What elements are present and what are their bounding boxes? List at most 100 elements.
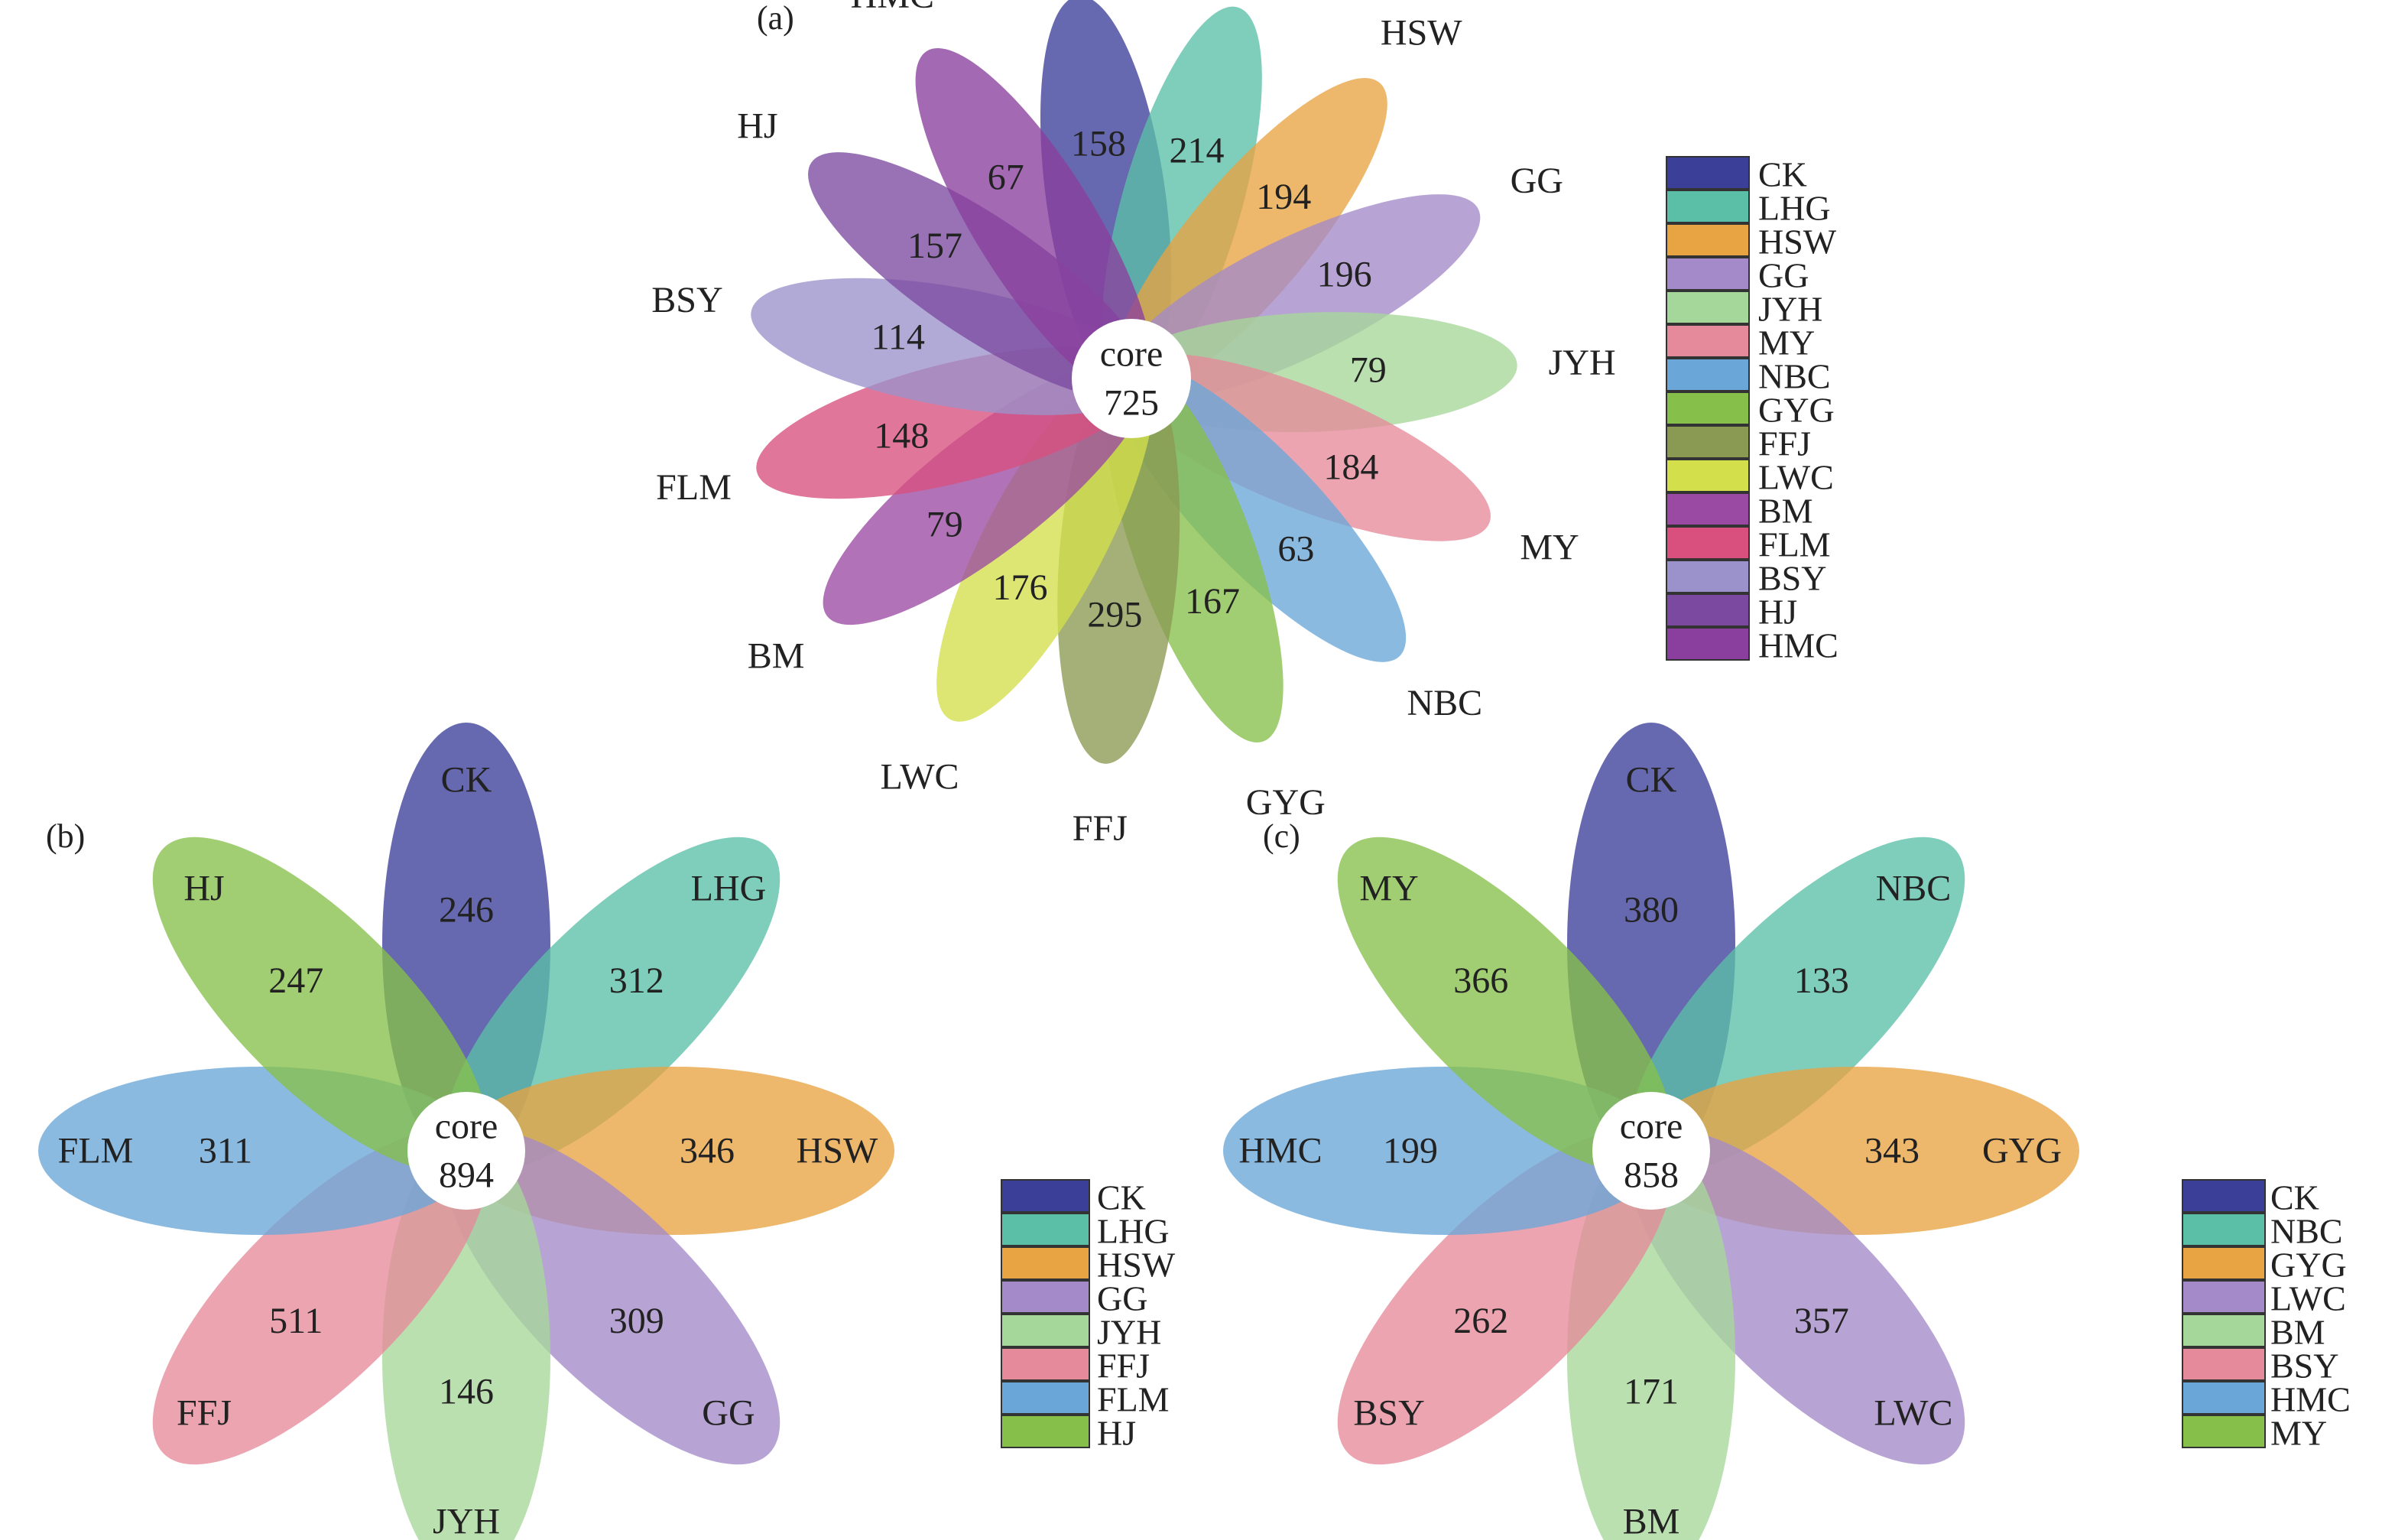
legend-swatch-lwc [1666, 459, 1750, 492]
legend-label-jyh: JYH [1097, 1313, 1161, 1352]
petal-value-bsy: 114 [871, 317, 925, 358]
petal-hmc [915, 47, 1154, 398]
legend-label-hj: HJ [1097, 1414, 1136, 1453]
core-label: core [1100, 334, 1163, 375]
legend-swatch-hsw [1666, 223, 1750, 257]
legend-label-gyg: GYG [2270, 1246, 2347, 1285]
legend-label-bsy: BSY [1758, 559, 1826, 598]
petal-label-my: MY [1359, 869, 1418, 909]
legend-swatch-ck [1001, 1179, 1090, 1213]
petal-value-hsw: 346 [680, 1131, 735, 1171]
petal-label-my: MY [1520, 528, 1579, 568]
petal-value-hsw: 194 [1256, 177, 1311, 217]
petal-value-gyg: 167 [1185, 581, 1240, 622]
legend-label-nbc: NBC [1758, 357, 1831, 396]
petal-value-hmc: 67 [988, 158, 1024, 198]
panel-label: (c) [1263, 817, 1300, 855]
petal-value-bm: 79 [927, 504, 963, 544]
petal-label-ffj: FFJ [1073, 808, 1128, 849]
legend-swatch-hj [1001, 1415, 1090, 1448]
petal-value-my: 366 [1453, 960, 1508, 1001]
petal-value-ck: 158 [1071, 124, 1126, 164]
petal-value-gg: 309 [609, 1301, 664, 1341]
legend-label-flm: FLM [1097, 1380, 1170, 1419]
petal-label-gyg: GYG [1246, 782, 1326, 823]
legend-swatch-nbc [1666, 358, 1750, 391]
legend-label-jyh: JYH [1758, 290, 1822, 329]
legend-label-hsw: HSW [1758, 223, 1837, 262]
legend-swatch-jyh [1001, 1314, 1090, 1347]
petal-my [1337, 837, 1673, 1173]
petal-label-hsw: HSW [1381, 13, 1462, 54]
legend-swatch-gg [1001, 1280, 1090, 1314]
petal-label-lhg: LHG [691, 869, 767, 909]
legend-swatch-bsy [1666, 560, 1750, 593]
petal-value-flm: 311 [199, 1131, 252, 1171]
legend-label-gg: GG [1758, 256, 1809, 295]
legend-label-ffj: FFJ [1097, 1347, 1150, 1386]
legend-swatch-gg [1666, 257, 1750, 291]
petal-value-gg: 196 [1317, 255, 1372, 295]
legend-label-my: MY [2270, 1414, 2327, 1453]
legend-swatch-flm [1666, 526, 1750, 560]
petal-value-ffj: 511 [269, 1301, 323, 1341]
petal-label-ffj: FFJ [177, 1392, 232, 1433]
petal-label-lwc: LWC [1874, 1392, 1952, 1433]
petal-label-hmc: HMC [1238, 1131, 1322, 1171]
petal-value-lwc: 357 [1794, 1301, 1849, 1341]
petal-label-bsy: BSY [651, 280, 722, 320]
petal-value-hj: 247 [268, 960, 323, 1001]
legend-label-lhg: LHG [1758, 189, 1831, 228]
legend-label-gyg: GYG [1758, 391, 1835, 430]
legend-label-lwc: LWC [1758, 458, 1834, 497]
legend-label-flm: FLM [1758, 525, 1831, 564]
legend-swatch-nbc [2182, 1213, 2266, 1246]
panel-b: (b) 246 CK 312 LHG 346 HSW 309 GG 146 JYH 511 FFJ 311… [38, 723, 1176, 1540]
core-circle [407, 1092, 525, 1210]
legend-swatch-ck [1666, 156, 1750, 190]
petal-label-flm: FLM [656, 467, 732, 508]
legend-swatch-hmc [2182, 1381, 2266, 1415]
petal-value-bm: 171 [1624, 1372, 1679, 1412]
petal-label-ck: CK [1626, 760, 1677, 801]
legend-swatch-jyh [1666, 291, 1750, 324]
legend-label-gg: GG [1097, 1279, 1147, 1318]
petal-value-hmc: 199 [1383, 1131, 1438, 1171]
core-value: 725 [1104, 383, 1159, 424]
legend-label-my: MY [1758, 323, 1815, 362]
legend-label-lhg: LHG [1097, 1212, 1170, 1251]
legend-label-ffj: FFJ [1758, 424, 1811, 463]
panel-a: (a) 158 CK 214 LHG 194 HSW 196 GG 79 JYH 184 MY 63 NBC… [651, 0, 1838, 849]
petal-value-jyh: 79 [1350, 350, 1387, 391]
legend-swatch-lhg [1666, 190, 1750, 223]
legend-swatch-gyg [2182, 1246, 2266, 1280]
petal-label-nbc: NBC [1876, 869, 1952, 909]
petal-value-gyg: 343 [1864, 1131, 1920, 1171]
legend-label-hmc: HMC [2270, 1380, 2351, 1419]
legend-swatch-ffj [1666, 425, 1750, 459]
legend-label-hmc: HMC [1758, 626, 1838, 665]
legend-label-ck: CK [2270, 1178, 2319, 1217]
petal-label-gg: GG [1511, 161, 1563, 201]
core-value: 894 [439, 1155, 494, 1196]
core-circle [1072, 319, 1191, 438]
petal-label-jyh: JYH [433, 1502, 500, 1540]
legend-swatch-gyg [1666, 391, 1750, 425]
petal-label-gg: GG [702, 1392, 755, 1433]
legend-swatch-hmc [1666, 627, 1750, 661]
legend-swatch-hsw [1001, 1246, 1090, 1280]
petal-value-ck: 246 [439, 890, 494, 931]
petal-value-nbc: 133 [1794, 960, 1849, 1001]
petal-value-flm: 148 [874, 415, 929, 456]
legend-swatch-bm [1666, 492, 1750, 526]
petal-value-nbc: 63 [1277, 528, 1314, 569]
legend-swatch-lwc [2182, 1280, 2266, 1314]
petal-value-lhg: 312 [609, 960, 664, 1001]
petal-value-ffj: 295 [1087, 595, 1142, 635]
petal-label-hj: HJ [183, 869, 224, 909]
panel-label: (b) [46, 817, 85, 855]
